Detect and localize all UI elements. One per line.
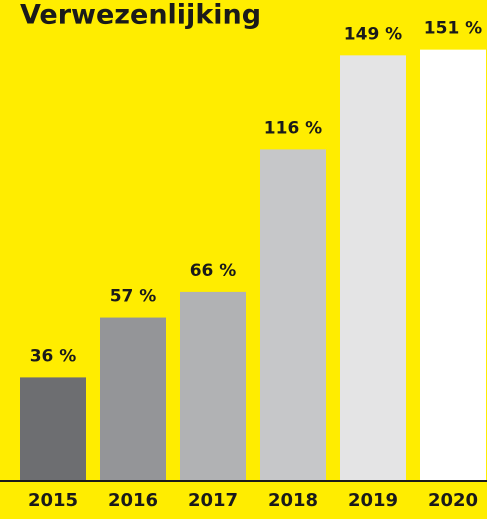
x-tick-label: 2018 xyxy=(268,490,318,511)
bar xyxy=(180,291,246,480)
chart-title: Verwezenlijking xyxy=(20,0,261,31)
value-label: 116 % xyxy=(264,118,322,138)
x-tick-label: 2016 xyxy=(108,490,158,511)
x-tick-label: 2015 xyxy=(28,490,78,511)
x-tick-label: 2020 xyxy=(428,490,478,511)
x-tick-label: 2017 xyxy=(188,490,238,511)
value-label: 36 % xyxy=(30,346,77,366)
bar xyxy=(20,377,86,480)
bar xyxy=(340,55,406,480)
value-label: 57 % xyxy=(110,287,157,307)
bar xyxy=(260,149,326,480)
value-label: 151 % xyxy=(424,19,482,39)
x-tick-label: 2019 xyxy=(348,490,398,511)
bar xyxy=(100,317,166,480)
value-label: 149 % xyxy=(344,24,402,44)
value-label: 66 % xyxy=(190,261,237,281)
bar xyxy=(420,49,486,481)
